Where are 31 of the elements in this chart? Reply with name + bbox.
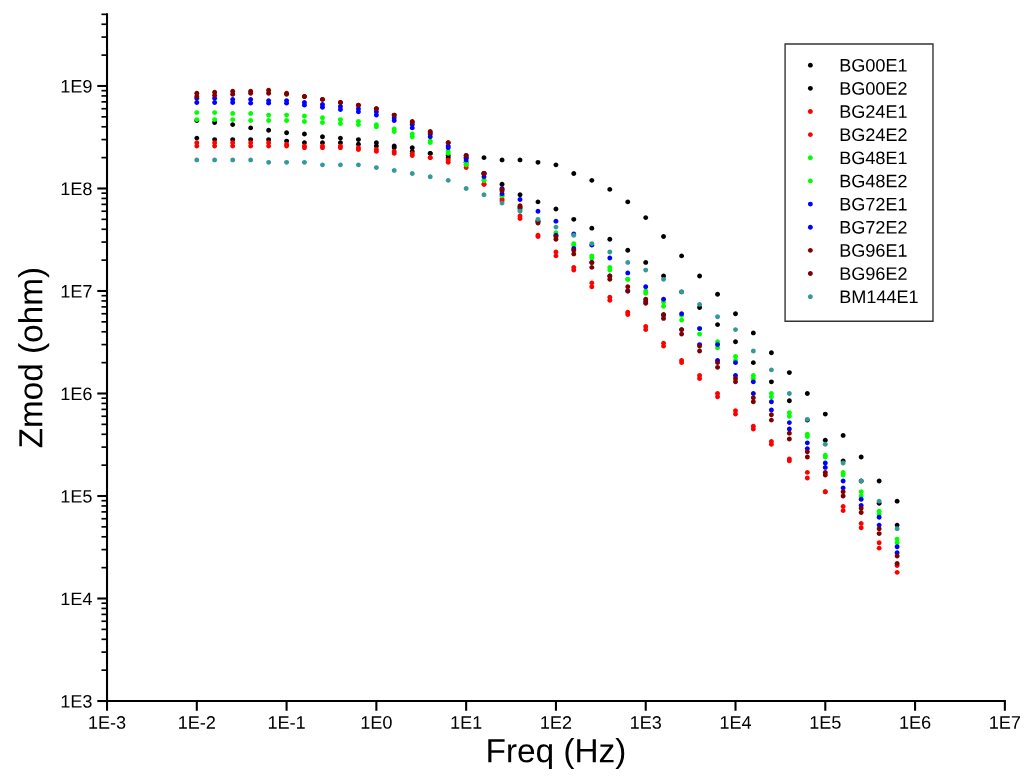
y-tick-label: 1E4: [61, 592, 92, 606]
legend-label: BG48E1: [840, 151, 907, 165]
legend-label: BG96E1: [840, 244, 907, 257]
x-tick-label: 1E6: [900, 716, 931, 729]
x-axis-title: Freq (Hz): [488, 737, 625, 770]
x-tick-label: 1E5: [810, 716, 841, 729]
y-tick-label: 1E8: [61, 182, 92, 196]
legend-label: BG00E1: [840, 58, 907, 72]
x-tick-label: 1E4: [720, 716, 752, 729]
x-tick-label: 1E-1: [268, 716, 305, 729]
y-tick-label: 1E7: [61, 285, 92, 298]
x-tick-label: 1E3: [631, 716, 661, 729]
x-tick-label: 1E0: [361, 716, 392, 729]
y-axis-title: Zmod (ohm): [18, 268, 50, 448]
x-tick-label: 1E-2: [179, 716, 215, 729]
x-tick-label: 1E1: [451, 716, 482, 729]
x-tick-label: 1E2: [541, 716, 572, 729]
x-tick-label: 1E-3: [89, 716, 126, 729]
y-tick-label: 1E6: [61, 387, 92, 401]
legend-label: BG96E2: [840, 267, 907, 281]
y-tick-label: 1E5: [61, 490, 92, 503]
legend-label: BG72E2: [840, 220, 907, 234]
legend-label: BG72E1: [840, 197, 907, 211]
legend-label: BG00E2: [840, 82, 907, 95]
legend-label: BG24E2: [840, 128, 907, 142]
legend-label: BM144E1: [840, 290, 918, 303]
legend-label: BG24E1: [840, 105, 907, 118]
y-tick-label: 1E9: [61, 79, 92, 93]
y-tick-label: 1E3: [61, 694, 92, 708]
x-tick-label: 1E7: [990, 716, 1021, 729]
legend-label: BG48E2: [840, 174, 907, 188]
